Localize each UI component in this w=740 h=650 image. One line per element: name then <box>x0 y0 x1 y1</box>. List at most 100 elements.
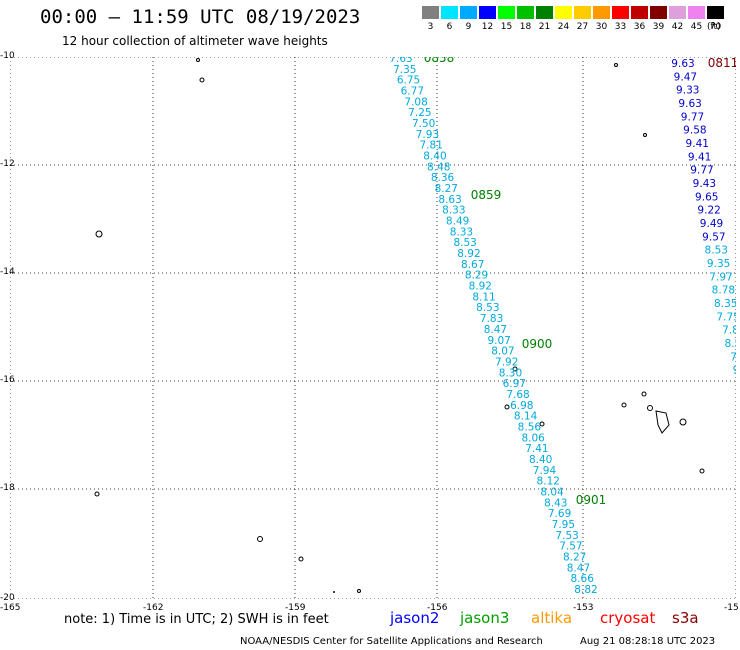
colorbar-swatch <box>441 6 458 19</box>
swh-value: 7.50 <box>412 118 435 130</box>
swh-value: 7.93 <box>416 129 439 141</box>
colorbar-swatch <box>555 6 572 19</box>
swh-value: 8.12 <box>537 476 560 488</box>
swh-value: 6.98 <box>510 400 533 412</box>
colorbar-label: 30 <box>595 22 608 32</box>
latitude-label: -20 <box>0 593 15 603</box>
swh-value: 8.63 <box>438 194 461 206</box>
swh-value: 8.49 <box>446 216 469 228</box>
swh-value: 8.67 <box>461 259 484 271</box>
swh-value: 8.40 <box>529 454 552 466</box>
swh-value: 7.92 <box>495 356 518 368</box>
swh-value: 7.35 <box>393 64 416 76</box>
swh-value: 9.65 <box>695 191 718 203</box>
swh-value: 9.57 <box>702 231 725 243</box>
swh-value: 7.95 <box>552 519 575 531</box>
swh-value: 9.07 <box>487 335 510 347</box>
latitude-label: -16 <box>0 375 15 385</box>
colorbar-swatch <box>669 6 686 19</box>
swh-value: 7.08 <box>404 96 427 108</box>
colorbar-swatch <box>650 6 667 19</box>
map-subtitle: 12 hour collection of altimeter wave hei… <box>62 34 328 48</box>
colorbar-label: 33 <box>614 22 627 32</box>
swh-value: 8.36 <box>431 172 455 184</box>
swh-value: 7.41 <box>525 443 548 455</box>
longitude-label: -165 <box>0 603 21 613</box>
swh-value: 9.41 <box>686 138 709 150</box>
swh-value: 7.75 <box>716 311 736 323</box>
colorbar-label: 3 <box>427 22 434 32</box>
map-grid <box>10 57 736 599</box>
swh-value: 9.63 <box>678 98 701 110</box>
satellite-legend-item: s3a <box>672 609 699 627</box>
island-outlines <box>94 58 705 593</box>
swh-value: 9.47 <box>674 71 697 83</box>
time-label: 0901 <box>576 493 607 507</box>
colorbar-swatch <box>574 6 591 19</box>
colorbar-label: 45 <box>690 22 703 32</box>
swh-value: 7.69 <box>548 508 571 520</box>
swh-value: 8.48 <box>427 161 450 173</box>
colorbar-swatch <box>536 6 553 19</box>
swh-value: 8.47 <box>567 562 590 574</box>
swh-value: 8.53 <box>705 245 728 257</box>
colorbar-swatch <box>688 6 705 19</box>
swh-value: 9.58 <box>683 125 706 137</box>
swh-value: 7.8 <box>722 325 736 337</box>
swh-value: 7.81 <box>420 140 443 152</box>
swh-value: 9.77 <box>681 111 704 123</box>
time-label: 0859 <box>471 188 502 202</box>
colorbar-unit: (ft) <box>707 22 721 32</box>
colorbar-label: 70 <box>709 22 722 32</box>
swh-value: 7.57 <box>559 541 582 553</box>
swh-value: 9.43 <box>693 178 716 190</box>
swh-value: 8.78 <box>712 285 735 297</box>
colorbar-label: 24 <box>557 22 570 32</box>
colorbar-label: 27 <box>576 22 589 32</box>
swh-value: 8.53 <box>453 237 476 249</box>
colorbar-label: 15 <box>500 22 513 32</box>
swh-value: 8.29 <box>465 270 488 282</box>
swh-value: 9.22 <box>697 205 720 217</box>
longitude-label: -15 <box>724 603 739 613</box>
swh-value: 9.33 <box>676 85 699 97</box>
swh-value: 8.33 <box>442 205 465 217</box>
swh-value: 7.94 <box>533 465 557 477</box>
colorbar-label: 18 <box>519 22 532 32</box>
colorbar-swatch <box>479 6 496 19</box>
map-title: 00:00 — 11:59 UTC 08/19/2023 <box>40 6 361 28</box>
swh-value: 8.11 <box>472 291 495 303</box>
swh-value: 8.35 <box>714 298 736 310</box>
swh-value: 8.66 <box>571 573 595 585</box>
swh-value: 8.07 <box>491 346 514 358</box>
colorbar-swatch <box>498 6 515 19</box>
swh-value: 7.25 <box>408 107 431 119</box>
longitude-label: -159 <box>285 603 306 613</box>
swh-value: 8.56 <box>518 421 542 433</box>
wave-height-map: 7.637.356.756.777.087.257.507.937.818.40… <box>10 57 736 599</box>
swh-value: 9.41 <box>688 151 711 163</box>
colorbar-label: 12 <box>481 22 494 32</box>
satellite-legend-item: altika <box>531 609 573 627</box>
swh-value: 6.77 <box>401 86 424 98</box>
colorbar-swatch <box>517 6 534 19</box>
credit-line: NOAA/NESDIS Center for Satellite Applica… <box>240 636 543 647</box>
swh-value: 8.92 <box>457 248 480 260</box>
time-label: 0858 <box>424 57 455 65</box>
colorbar-swatch <box>631 6 648 19</box>
swh-value: 8.33 <box>450 226 473 238</box>
swh-value: 8.53 <box>476 302 499 314</box>
satellite-legend-item: jason3 <box>460 609 510 627</box>
swh-value: 7.53 <box>555 530 578 542</box>
swh-value: 8.14 <box>514 411 538 423</box>
swh-value: 8.27 <box>435 183 458 195</box>
swh-value: 8.47 <box>484 324 507 336</box>
generated-timestamp: Aug 21 08:28:18 UTC 2023 <box>580 636 716 647</box>
satellite-legend-item: cryosat <box>600 609 656 627</box>
altimeter-tracks: 7.637.356.756.777.087.257.507.937.818.40… <box>389 57 736 596</box>
swh-value: 7. <box>730 351 736 363</box>
latitude-label: -14 <box>0 267 15 277</box>
swh-value: 9.77 <box>690 165 713 177</box>
units-note: note: 1) Time is in UTC; 2) SWH is in fe… <box>64 612 329 627</box>
latitude-label: -10 <box>0 51 15 61</box>
